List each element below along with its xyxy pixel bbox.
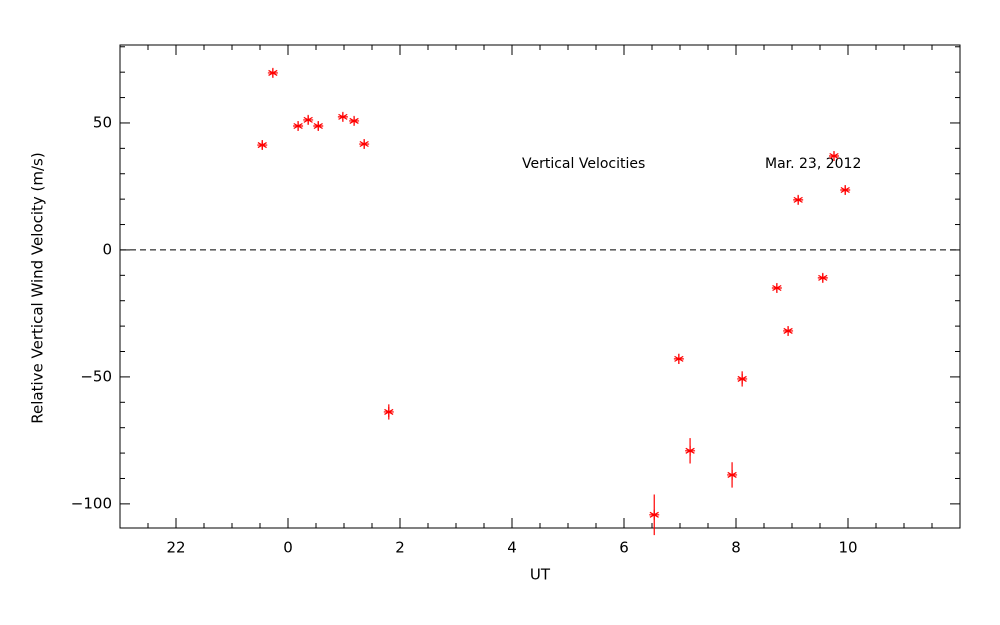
data-point (349, 115, 360, 126)
y-tick-label: 0 (102, 240, 112, 258)
data-point (685, 445, 696, 456)
x-tick-label: 4 (507, 539, 517, 557)
data-point (829, 150, 839, 161)
data-point (840, 185, 851, 196)
data-point (727, 469, 738, 480)
x-tick-label: 8 (731, 539, 741, 557)
x-tick-label: 22 (166, 539, 185, 557)
data-point (817, 272, 828, 283)
y-axis-label: Relative Vertical Wind Velocity (m/s) (29, 152, 47, 423)
data-point (359, 139, 370, 150)
data-point (257, 140, 268, 151)
x-tick-label: 6 (619, 539, 629, 557)
data-point (313, 121, 324, 132)
y-tick-label: −100 (71, 494, 112, 512)
data-point (383, 406, 394, 417)
data-point (771, 283, 782, 294)
data-point (649, 509, 660, 520)
plot-frame (119, 44, 961, 529)
data-point (673, 353, 684, 364)
x-axis-label: UT (530, 566, 551, 584)
data-point (337, 111, 348, 122)
annotation: Vertical Velocities (522, 156, 645, 172)
data-point (293, 121, 304, 132)
x-tick-label: 0 (283, 539, 293, 557)
annotation: Mar. 23, 2012 (765, 156, 861, 172)
y-tick-label: −50 (80, 367, 112, 385)
data-point (737, 373, 748, 384)
data-point (303, 114, 314, 125)
x-tick-label: 10 (838, 539, 857, 557)
x-tick-label: 2 (395, 539, 405, 557)
data-point (793, 194, 804, 205)
data-point (267, 67, 278, 78)
data-point (783, 325, 794, 336)
y-tick-label: 50 (93, 113, 112, 131)
